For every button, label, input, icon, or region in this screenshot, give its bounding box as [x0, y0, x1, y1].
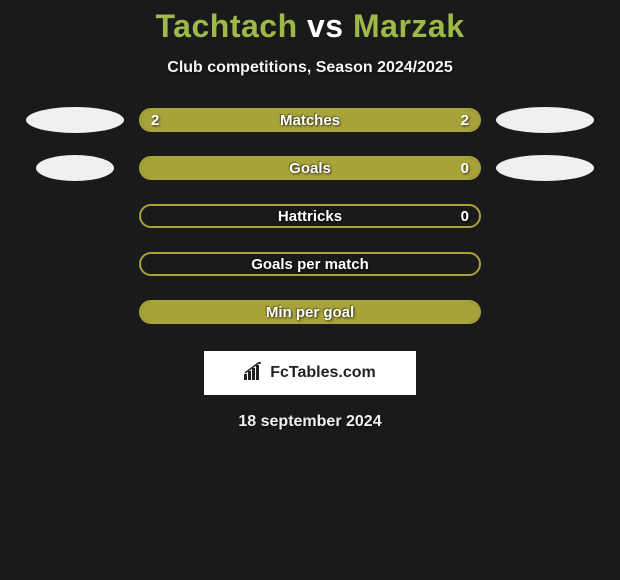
player2-name: Marzak	[353, 8, 465, 44]
crest-placeholder	[496, 155, 594, 181]
stat-left-value: 2	[151, 112, 159, 129]
stat-row: Hattricks 0	[0, 203, 620, 229]
stat-label: Matches	[280, 112, 340, 129]
left-badge-slot	[21, 203, 129, 229]
right-badge-slot	[491, 155, 599, 181]
stat-bar: Goals per match	[139, 252, 481, 276]
stat-right-value: 0	[461, 208, 469, 225]
left-badge-slot	[21, 251, 129, 277]
stats-rows: 2 Matches 2 Goals 0 Hattricks 0 Goals per match…	[0, 107, 620, 325]
stat-right-value: 2	[461, 112, 469, 129]
right-badge-slot	[491, 251, 599, 277]
right-badge-slot	[491, 203, 599, 229]
stat-label: Goals per match	[251, 256, 369, 273]
left-badge-slot	[21, 155, 129, 181]
vs-text: vs	[307, 8, 344, 44]
crest-placeholder	[36, 155, 114, 181]
stat-row: Goals 0	[0, 155, 620, 181]
stat-bar: Min per goal	[139, 300, 481, 324]
stat-bar: 2 Matches 2	[139, 108, 481, 132]
stat-label: Goals	[289, 160, 331, 177]
title: Tachtach vs Marzak	[0, 8, 620, 45]
date-text: 18 september 2024	[0, 413, 620, 431]
stat-label: Min per goal	[266, 304, 354, 321]
left-badge-slot	[21, 107, 129, 133]
crest-placeholder	[496, 107, 594, 133]
stat-row: Min per goal	[0, 299, 620, 325]
crest-placeholder	[26, 107, 124, 133]
chart-icon	[244, 362, 266, 385]
attribution-text: FcTables.com	[270, 364, 376, 382]
stat-bar: Goals 0	[139, 156, 481, 180]
right-badge-slot	[491, 107, 599, 133]
left-badge-slot	[21, 299, 129, 325]
comparison-card: Tachtach vs Marzak Club competitions, Se…	[0, 0, 620, 580]
right-badge-slot	[491, 299, 599, 325]
stat-label: Hattricks	[278, 208, 342, 225]
attribution-badge: FcTables.com	[204, 351, 416, 395]
stat-right-value: 0	[461, 160, 469, 177]
stat-row: 2 Matches 2	[0, 107, 620, 133]
stat-bar: Hattricks 0	[139, 204, 481, 228]
subtitle: Club competitions, Season 2024/2025	[0, 59, 620, 77]
stat-row: Goals per match	[0, 251, 620, 277]
player1-name: Tachtach	[156, 8, 298, 44]
